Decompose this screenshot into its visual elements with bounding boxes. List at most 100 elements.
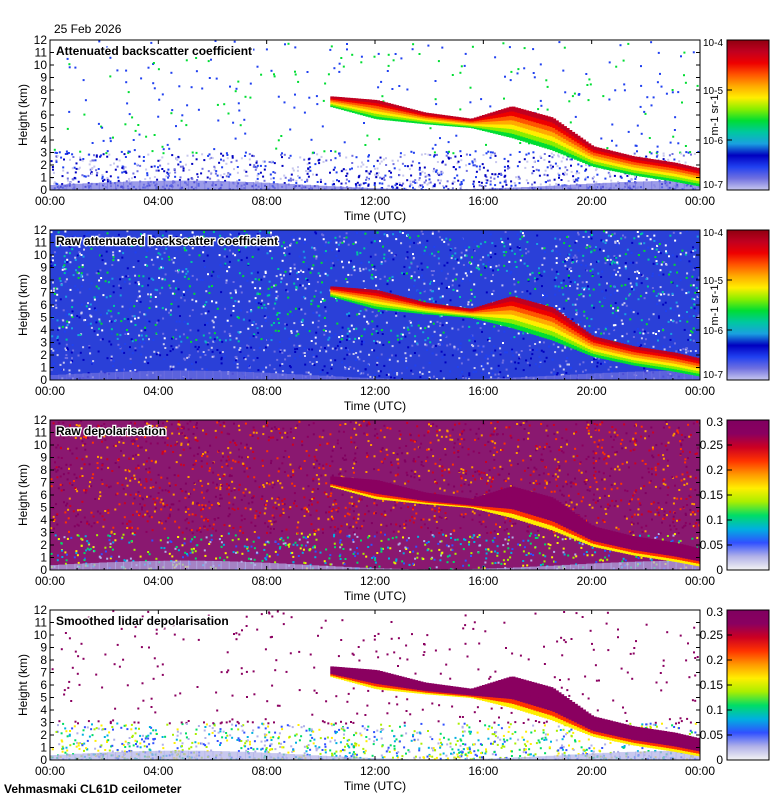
boundary-layer-cell — [253, 182, 263, 190]
cloud-cell — [449, 121, 454, 124]
cloud-cell — [446, 121, 451, 124]
speckle — [191, 151, 194, 154]
speckle — [112, 256, 115, 259]
speckle — [436, 161, 439, 163]
speckle — [173, 292, 176, 295]
speckle — [226, 173, 229, 176]
speckle — [477, 344, 480, 347]
speckle — [127, 244, 130, 247]
speckle — [154, 288, 157, 291]
speckle — [274, 302, 277, 305]
cloud-cell — [506, 111, 511, 117]
speckle — [505, 183, 508, 186]
speckle — [88, 163, 91, 166]
speckle — [422, 331, 425, 334]
speckle — [137, 260, 140, 263]
cloud-cell — [433, 116, 437, 119]
speckle — [592, 288, 595, 291]
speckle — [299, 156, 302, 159]
speckle — [400, 57, 403, 60]
speckle — [441, 238, 444, 241]
cloud-cell — [411, 111, 416, 114]
speckle — [527, 182, 529, 185]
speckle — [693, 255, 696, 258]
speckle — [63, 158, 65, 161]
speckle — [323, 299, 326, 302]
speckle — [68, 110, 71, 113]
speckle — [62, 166, 65, 169]
speckle — [79, 252, 81, 255]
speckle — [433, 155, 435, 158]
speckle — [424, 343, 427, 346]
speckle — [671, 254, 674, 257]
speckle — [190, 362, 193, 365]
cloud-cell — [341, 102, 345, 105]
speckle — [376, 356, 379, 359]
speckle — [82, 158, 85, 160]
speckle — [74, 240, 77, 242]
speckle — [501, 185, 504, 188]
cloud-cell — [395, 118, 399, 122]
speckle — [647, 331, 650, 334]
speckle — [55, 161, 58, 163]
speckle — [390, 329, 393, 332]
speckle — [576, 179, 579, 182]
speckle — [272, 307, 275, 310]
speckle — [323, 333, 326, 336]
speckle — [71, 306, 74, 309]
speckle — [459, 71, 462, 74]
speckle — [438, 343, 441, 346]
speckle — [467, 303, 470, 306]
cloud-cell — [617, 163, 622, 167]
cloud-cell — [609, 156, 613, 160]
speckle — [625, 332, 628, 335]
cloud-cell — [647, 169, 651, 173]
cloud-cell — [500, 124, 505, 129]
speckle — [394, 184, 397, 187]
speckle — [624, 313, 627, 316]
speckle — [316, 153, 319, 156]
cloud-cell — [677, 179, 681, 183]
speckle — [106, 150, 109, 153]
speckle — [663, 293, 666, 296]
speckle — [144, 326, 147, 329]
speckle — [511, 348, 514, 351]
speckle — [253, 164, 256, 167]
cloud-cell — [552, 127, 557, 133]
speckle — [360, 165, 363, 168]
cloud-cell — [547, 125, 551, 131]
cloud-cell — [392, 109, 397, 112]
speckle — [428, 376, 431, 379]
speckle — [469, 272, 472, 275]
speckle — [276, 236, 279, 239]
speckle — [596, 365, 599, 368]
speckle — [656, 154, 659, 157]
speckle — [379, 240, 381, 243]
cloud-cell — [482, 121, 486, 125]
speckle — [437, 172, 440, 175]
speckle — [376, 159, 379, 162]
cloud-cell — [400, 106, 405, 110]
cloud-cell — [346, 97, 351, 101]
cloud-cell — [514, 116, 519, 122]
cloud-cell — [541, 137, 546, 143]
speckle — [79, 158, 82, 161]
speckle — [446, 272, 449, 275]
speckle — [639, 105, 642, 108]
cloud-cell — [630, 169, 635, 173]
speckle — [297, 166, 299, 169]
speckle — [337, 258, 340, 261]
cloud-cell — [658, 170, 662, 175]
speckle — [239, 350, 242, 353]
speckle — [332, 180, 335, 183]
speckle — [643, 249, 646, 252]
speckle — [404, 335, 407, 338]
speckle — [125, 69, 128, 72]
cloud-cell — [352, 102, 356, 105]
speckle — [382, 176, 385, 179]
speckle — [150, 165, 153, 168]
speckle — [606, 147, 609, 150]
speckle — [283, 274, 285, 277]
speckle — [225, 281, 228, 284]
cloud-cell — [541, 124, 546, 130]
